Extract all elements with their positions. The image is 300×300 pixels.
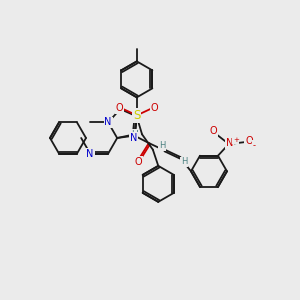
- Text: +: +: [233, 137, 239, 143]
- Text: S: S: [133, 109, 140, 122]
- Text: H: H: [159, 141, 165, 150]
- Text: -: -: [253, 141, 256, 150]
- Text: H: H: [131, 130, 138, 139]
- Text: N: N: [226, 138, 233, 148]
- Text: O: O: [245, 136, 253, 146]
- Text: H: H: [181, 157, 188, 166]
- Text: N: N: [86, 148, 94, 159]
- Text: O: O: [116, 103, 123, 113]
- Text: O: O: [209, 126, 217, 136]
- Text: N: N: [104, 117, 112, 128]
- Text: N: N: [130, 133, 137, 143]
- Text: O: O: [135, 157, 142, 167]
- Text: O: O: [151, 103, 158, 113]
